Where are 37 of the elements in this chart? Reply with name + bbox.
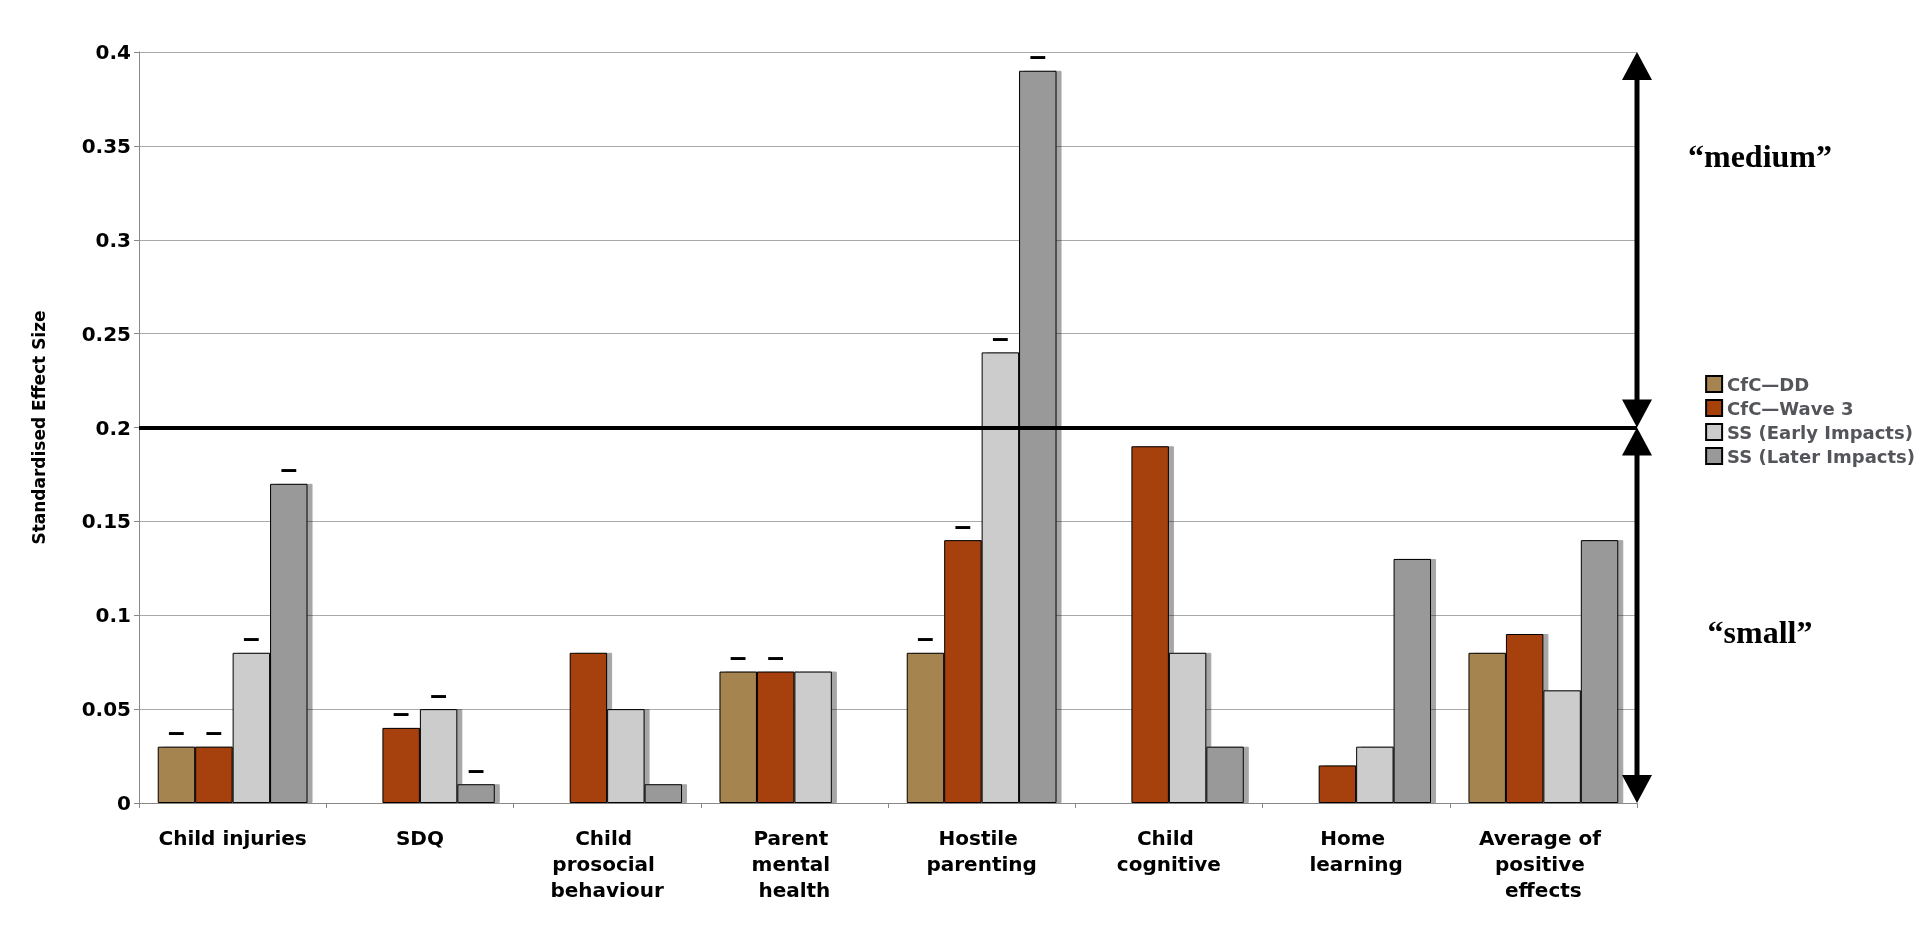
y-tick-label: 0.3 bbox=[95, 227, 131, 252]
data-label: – bbox=[992, 320, 1009, 354]
y-tick-label: 0.25 bbox=[81, 321, 131, 346]
y-axis-title: Standardised Effect Size bbox=[28, 310, 49, 545]
data-label: – bbox=[168, 715, 185, 749]
legend-label: CfC—DD bbox=[1727, 373, 1810, 395]
text: “medium” bbox=[1688, 138, 1832, 175]
y-tick-label: 0.05 bbox=[81, 697, 131, 722]
data-label: – bbox=[954, 508, 972, 542]
data-label: – bbox=[392, 696, 410, 730]
legend-label: SS (Later Impacts) bbox=[1727, 445, 1916, 467]
x-tick-label: Home learning bbox=[1309, 826, 1403, 876]
x-tick-label: Average of positive effects bbox=[1478, 826, 1608, 902]
data-label: – bbox=[917, 621, 934, 655]
data-label: – bbox=[1029, 39, 1047, 73]
text: “small” bbox=[1707, 613, 1813, 650]
data-label: – bbox=[205, 715, 223, 749]
data-label: – bbox=[729, 640, 747, 674]
y-tick-label: 0.35 bbox=[81, 133, 131, 158]
x-tick-label: Child cognitive bbox=[1116, 826, 1221, 876]
data-label: – bbox=[430, 677, 447, 711]
data-label: – bbox=[467, 752, 485, 786]
x-tick-label: Hostile parenting bbox=[926, 826, 1037, 876]
y-tick-label: 0.15 bbox=[81, 509, 131, 534]
x-tick-label: Child prosocial behaviour bbox=[550, 826, 664, 902]
legend-label: CfC—Wave 3 bbox=[1727, 397, 1854, 419]
data-label: – bbox=[280, 452, 298, 486]
x-tick-label: Parent mental health bbox=[751, 826, 838, 902]
data-label: – bbox=[243, 621, 260, 655]
data-label: – bbox=[767, 640, 784, 674]
y-tick-label: 0 bbox=[117, 791, 131, 815]
y-tick-label: 0.4 bbox=[95, 40, 131, 64]
legend-label: SS (Early Impacts) bbox=[1727, 421, 1913, 443]
x-tick-label: SDQ bbox=[395, 826, 444, 850]
y-tick-label: 0.2 bbox=[95, 415, 131, 440]
y-tick-label: 0.1 bbox=[95, 603, 131, 628]
x-tick-label: Child injuries bbox=[158, 826, 307, 850]
